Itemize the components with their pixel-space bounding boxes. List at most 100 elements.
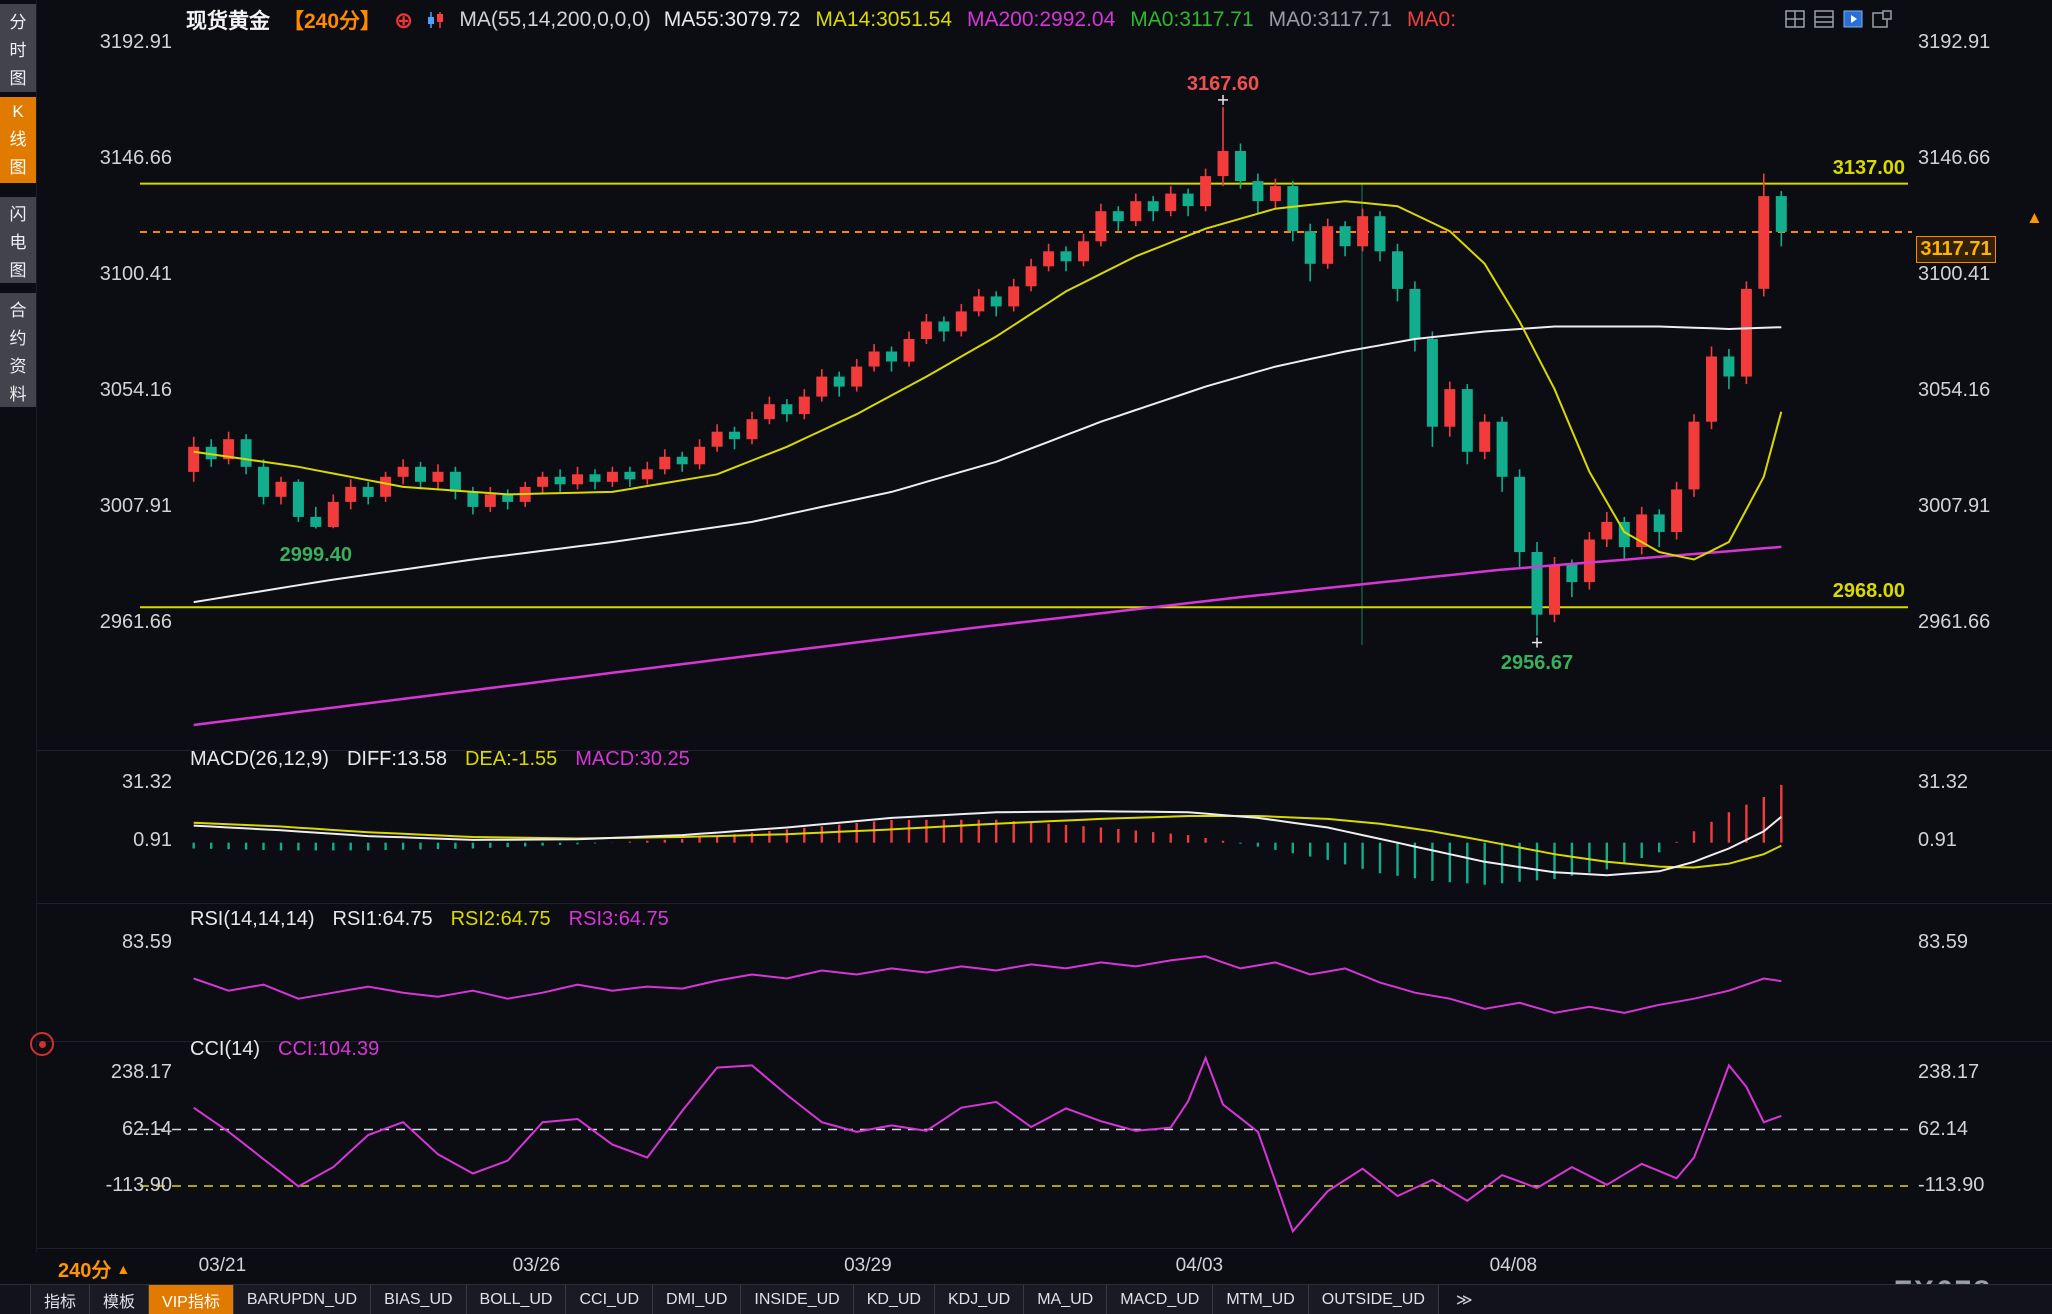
- x-axis-label: 04/03: [1175, 1255, 1224, 1276]
- x-axis-label: 04/08: [1489, 1255, 1538, 1276]
- record-marker-icon[interactable]: [30, 1032, 54, 1056]
- kline-icon: [426, 11, 446, 29]
- sidebar-tab-4[interactable]: 合约资料: [0, 293, 36, 407]
- ma-settings-label: MA(55,14,200,0,0,0): [459, 8, 651, 31]
- timeframe-arrow-icon: ▲: [116, 1260, 131, 1277]
- axis-label-right: 62.14: [1918, 1117, 1969, 1140]
- ma-value-5: MA0:3117.71: [1268, 8, 1393, 31]
- bottom-tab-mtm_ud[interactable]: MTM_UD: [1213, 1285, 1309, 1314]
- axis-label-left: 3146.66: [99, 147, 172, 170]
- axis-label-left: -113.90: [105, 1174, 172, 1196]
- tabbar-more-button[interactable]: ≫: [1455, 1291, 1473, 1309]
- sidebar-tab-3[interactable]: 闪电图: [0, 197, 36, 283]
- bottom-tab-macd_ud[interactable]: MACD_UD: [1107, 1285, 1214, 1314]
- axis-label-right: 238.17: [1918, 1061, 1980, 1083]
- axis-label-left: 3007.91: [99, 495, 172, 518]
- split-rows-glyph: [1814, 10, 1834, 28]
- grid-layout-glyph: [1785, 10, 1805, 28]
- latest-price-arrow[interactable]: ▲: [2026, 207, 2043, 227]
- bottom-tab-kd_ud[interactable]: KD_UD: [853, 1285, 935, 1314]
- current-price-tag: 3117.71: [1916, 235, 1996, 263]
- chart-header: 现货黄金 【240分】 ⊕ MA(55,14,200,0,0,0) MA55:3…: [186, 6, 1456, 34]
- cci-panel: [140, 1055, 1908, 1234]
- ma-values: MA55:3079.72 MA14:3051.54 MA200:2992.04 MA0…: [664, 8, 1456, 32]
- popout-window-glyph: [1872, 10, 1892, 28]
- period-label: 【240分】: [283, 10, 382, 33]
- axis-label-right: 83.59: [1918, 931, 1969, 953]
- axis-label-right: 3007.91: [1918, 495, 1991, 518]
- bottom-tab-barupdn_ud[interactable]: BARUPDN_UD: [233, 1285, 372, 1314]
- price-annotation: 2956.67: [1500, 651, 1574, 674]
- axis-label-left: 2961.66: [99, 611, 172, 634]
- bottom-tab-dmi_ud[interactable]: DMI_UD: [653, 1285, 742, 1314]
- cci-values: CCI:104.39: [278, 1038, 379, 1061]
- ma-value-2: MA14:3051.54: [815, 8, 952, 31]
- bottom-tab-inside_ud[interactable]: INSIDE_UD: [741, 1285, 854, 1314]
- ma-value-1: MA55:3079.72: [663, 8, 801, 31]
- axis-label-right: 3192.91: [1918, 31, 1991, 54]
- macd-panel-title: MACD(26,12,9) DIFF:13.58 DEA:-1.55 MACD:30…: [190, 748, 690, 771]
- rsi-values-part-2: RSI2:64.75: [450, 908, 551, 930]
- bottom-tabbar: 指标 模板 VIP指标 BARUPDN_UD BIAS_UD BOLL_UD CCI_UD D…: [0, 1284, 2052, 1314]
- axis-label-right: 3100.41: [1918, 263, 1991, 286]
- x-axis-label: 03/26: [512, 1255, 561, 1276]
- level-lines: [140, 182, 1912, 609]
- cci-values-part-1: CCI:104.39: [278, 1038, 380, 1060]
- rsi-values-part-3: RSI3:64.75: [568, 908, 669, 930]
- play-chart-glyph: [1843, 10, 1863, 28]
- chart-layout-toolbar: [1783, 8, 1894, 30]
- axis-label-left: 3054.16: [99, 379, 172, 402]
- ma-value-3: MA200:2992.04: [967, 8, 1116, 31]
- bottom-tab-cci_ud[interactable]: CCI_UD: [566, 1285, 654, 1314]
- bottom-tab-boll_ud[interactable]: BOLL_UD: [466, 1285, 567, 1314]
- bottom-tab-ma_ud[interactable]: MA_UD: [1024, 1285, 1108, 1314]
- axis-label-left: 3192.91: [99, 31, 172, 54]
- x-axis-label: 03/29: [844, 1255, 892, 1276]
- bottom-tab-vip[interactable]: VIP指标: [149, 1285, 234, 1314]
- price-annotation: 3167.60: [1186, 72, 1260, 95]
- split-rows-icon[interactable]: [1812, 8, 1836, 30]
- x-axis-label: 03/21: [198, 1255, 247, 1276]
- panel-separators: [36, 183, 2052, 1249]
- record-dot: [38, 1040, 46, 1048]
- popout-window-icon[interactable]: [1870, 8, 1894, 30]
- macd-values-part-3: MACD:30.25: [575, 748, 690, 770]
- rsi-panel-title: RSI(14,14,14) RSI1:64.75 RSI2:64.75 RSI3:6…: [190, 908, 669, 931]
- axis-label-left: 83.59: [121, 931, 172, 953]
- add-indicator-icon[interactable]: ⊕: [394, 6, 414, 33]
- macd-panel: [192, 785, 1783, 885]
- grid-layout-icon[interactable]: [1783, 8, 1807, 30]
- axis-label-left: 3100.41: [99, 263, 172, 286]
- instrument-name: 现货黄金: [186, 10, 270, 33]
- sidebar-tab-1[interactable]: 分时图: [0, 4, 36, 92]
- macd-values: DIFF:13.58 DEA:-1.55 MACD:30.25: [347, 748, 690, 771]
- bottom-tab-idx0[interactable]: 指标: [30, 1285, 91, 1314]
- level-label: 3137.00: [1832, 156, 1905, 179]
- rsi-title: RSI(14,14,14): [190, 908, 315, 930]
- bottom-tab-outside_ud[interactable]: OUTSIDE_UD: [1308, 1285, 1439, 1314]
- play-chart-icon[interactable]: [1841, 8, 1865, 30]
- rsi-values: RSI1:64.75 RSI2:64.75 RSI3:64.75: [333, 908, 669, 931]
- macd-title: MACD(26,12,9): [190, 748, 329, 770]
- candles[interactable]: [188, 106, 1787, 636]
- rsi-values-part-1: RSI1:64.75: [332, 908, 433, 930]
- axis-label-right: 0.91: [1918, 829, 1957, 851]
- cci-panel-title: CCI(14) CCI:104.39: [190, 1038, 379, 1061]
- macd-values-part-1: DIFF:13.58: [346, 748, 447, 770]
- bottom-tab-kdj_ud[interactable]: KDJ_UD: [934, 1285, 1025, 1314]
- macd-values-part-2: DEA:-1.55: [464, 748, 558, 770]
- axis-label-right: -113.90: [1918, 1174, 1985, 1196]
- cci-title: CCI(14): [190, 1038, 261, 1060]
- ma-value-6: MA0:: [1407, 8, 1457, 31]
- timeframe-indicator[interactable]: 240分 ▲: [58, 1254, 130, 1283]
- bottom-tab-bias_ud[interactable]: BIAS_UD: [371, 1285, 467, 1314]
- ma-lines: [193, 94, 1783, 727]
- bottom-tab-idx1[interactable]: 模板: [90, 1285, 150, 1314]
- axis-label-left: 31.32: [121, 771, 172, 793]
- axis-label-right: 2961.66: [1918, 611, 1991, 634]
- axis-label-right: 31.32: [1918, 771, 1969, 793]
